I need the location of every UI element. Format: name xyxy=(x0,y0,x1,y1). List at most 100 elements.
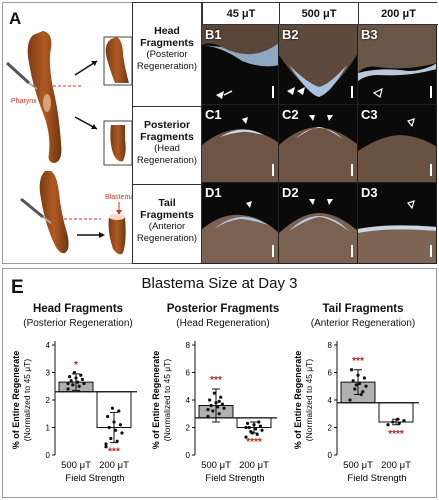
row-head-title: Head xyxy=(154,25,180,37)
data-point xyxy=(118,423,122,427)
scale-bar xyxy=(272,245,274,257)
row-head-sub: (Posterior xyxy=(146,49,188,60)
col-header-500: 500 μT xyxy=(280,3,359,25)
data-point xyxy=(255,432,259,436)
thumb-label-d1: D1 xyxy=(205,185,222,200)
data-point xyxy=(250,431,254,435)
data-point xyxy=(107,425,111,430)
worm-lower xyxy=(39,171,69,254)
blastema-label: Blastema xyxy=(105,194,134,201)
data-point xyxy=(77,384,81,388)
thumb-d1: D1 xyxy=(202,183,279,264)
thumb-label-b1: B1 xyxy=(205,27,222,42)
y-tick-label: 3 xyxy=(46,369,51,378)
scale-bar xyxy=(430,86,432,98)
data-point xyxy=(106,414,110,419)
y-tick-label: 2 xyxy=(328,424,333,433)
data-point xyxy=(76,380,80,384)
data-point xyxy=(120,431,124,435)
chart-1-subtitle: (Posterior Regeneration) xyxy=(23,318,133,329)
chart-3-subtitle: (Anterior Regeneration) xyxy=(310,318,416,329)
row-posterior-title2: Fragments xyxy=(140,131,194,143)
data-point xyxy=(212,391,216,395)
y-tick-label: 4 xyxy=(186,396,191,405)
data-point xyxy=(206,408,210,412)
x-axis-label: Field Strength xyxy=(205,473,264,484)
row-head-title2: Fragments xyxy=(140,37,194,49)
data-point xyxy=(217,412,221,416)
row-posterior-sub: (Head xyxy=(154,143,180,154)
data-point xyxy=(104,442,108,446)
y-tick-label: 8 xyxy=(328,341,333,350)
data-point xyxy=(209,403,213,408)
y-tick-label: 2 xyxy=(186,424,191,433)
y-tick-label: 4 xyxy=(328,396,333,405)
data-point xyxy=(66,381,70,386)
scalpel-lower xyxy=(20,197,44,219)
fragment-posterior xyxy=(110,125,126,162)
data-point xyxy=(258,424,262,428)
data-point xyxy=(247,425,251,430)
data-point xyxy=(115,439,119,443)
thumbnails: B1 B2 B3 C1 C2 C3 D1 D2 D3 xyxy=(202,25,437,264)
thumb-c2: C2 xyxy=(279,105,358,183)
scale-bar xyxy=(430,164,432,176)
data-point xyxy=(117,409,121,413)
fragment-head xyxy=(105,37,129,83)
panel-a-letter: A xyxy=(9,9,22,28)
thumb-label-b3: B3 xyxy=(361,27,378,42)
data-point xyxy=(397,421,401,425)
y-tick-label: 6 xyxy=(328,369,333,378)
data-point xyxy=(396,417,400,421)
significance-label: *** xyxy=(108,447,120,458)
data-point xyxy=(254,427,258,431)
data-point xyxy=(79,373,83,377)
thumb-label-d2: D2 xyxy=(282,185,299,200)
row-head-sub2: Regeneration) xyxy=(136,61,198,72)
scale-bar xyxy=(272,164,274,176)
significance-label: **** xyxy=(388,429,404,440)
fragment-tail xyxy=(108,217,126,255)
data-point xyxy=(351,379,355,383)
data-point xyxy=(244,425,248,430)
row-labels: Head Fragments (Posterior Regeneration) … xyxy=(132,2,202,264)
significance-label: *** xyxy=(352,356,364,367)
col-header-45: 45 μT xyxy=(203,3,280,25)
data-point xyxy=(244,435,248,439)
thumb-b2: B2 xyxy=(279,25,358,105)
thumb-b1: B1 xyxy=(202,25,279,105)
data-point xyxy=(219,395,223,399)
data-point xyxy=(217,399,221,403)
y-tick-label: 8 xyxy=(186,341,191,350)
data-point xyxy=(361,390,365,394)
col-header-200: 200 μT xyxy=(359,3,438,25)
y-axis-label-2: (Normalized to 45 μT) xyxy=(304,359,314,442)
significance-label: * xyxy=(74,360,78,371)
thumb-label-d3: D3 xyxy=(361,185,378,200)
data-point xyxy=(208,398,212,402)
row-label-tail: Tail Fragments (Anterior Regeneration) xyxy=(133,185,201,263)
panel-e-letter: E xyxy=(11,277,24,298)
scale-bar xyxy=(351,86,353,98)
x-tick-label: 500 μT xyxy=(201,460,231,471)
data-point xyxy=(80,377,84,381)
data-point xyxy=(386,423,390,427)
data-point xyxy=(114,428,118,432)
data-point xyxy=(214,401,218,405)
y-tick-label: 2 xyxy=(46,396,51,405)
data-point xyxy=(402,419,406,423)
data-point xyxy=(359,392,363,397)
y-tick-label: 0 xyxy=(328,451,333,460)
thumb-label-b2: B2 xyxy=(282,27,299,42)
data-point xyxy=(362,376,366,380)
data-point xyxy=(348,398,352,402)
thumb-d3: D3 xyxy=(358,183,437,264)
thumb-c1: C1 xyxy=(202,105,279,183)
x-tick-label: 200 μT xyxy=(99,460,129,471)
x-axis-label: Field Strength xyxy=(347,473,406,484)
row-posterior-title: Posterior xyxy=(143,119,191,131)
y-tick-label: 6 xyxy=(186,369,191,378)
data-point xyxy=(220,402,224,406)
chart-1-title: Head Fragments xyxy=(32,303,124,315)
